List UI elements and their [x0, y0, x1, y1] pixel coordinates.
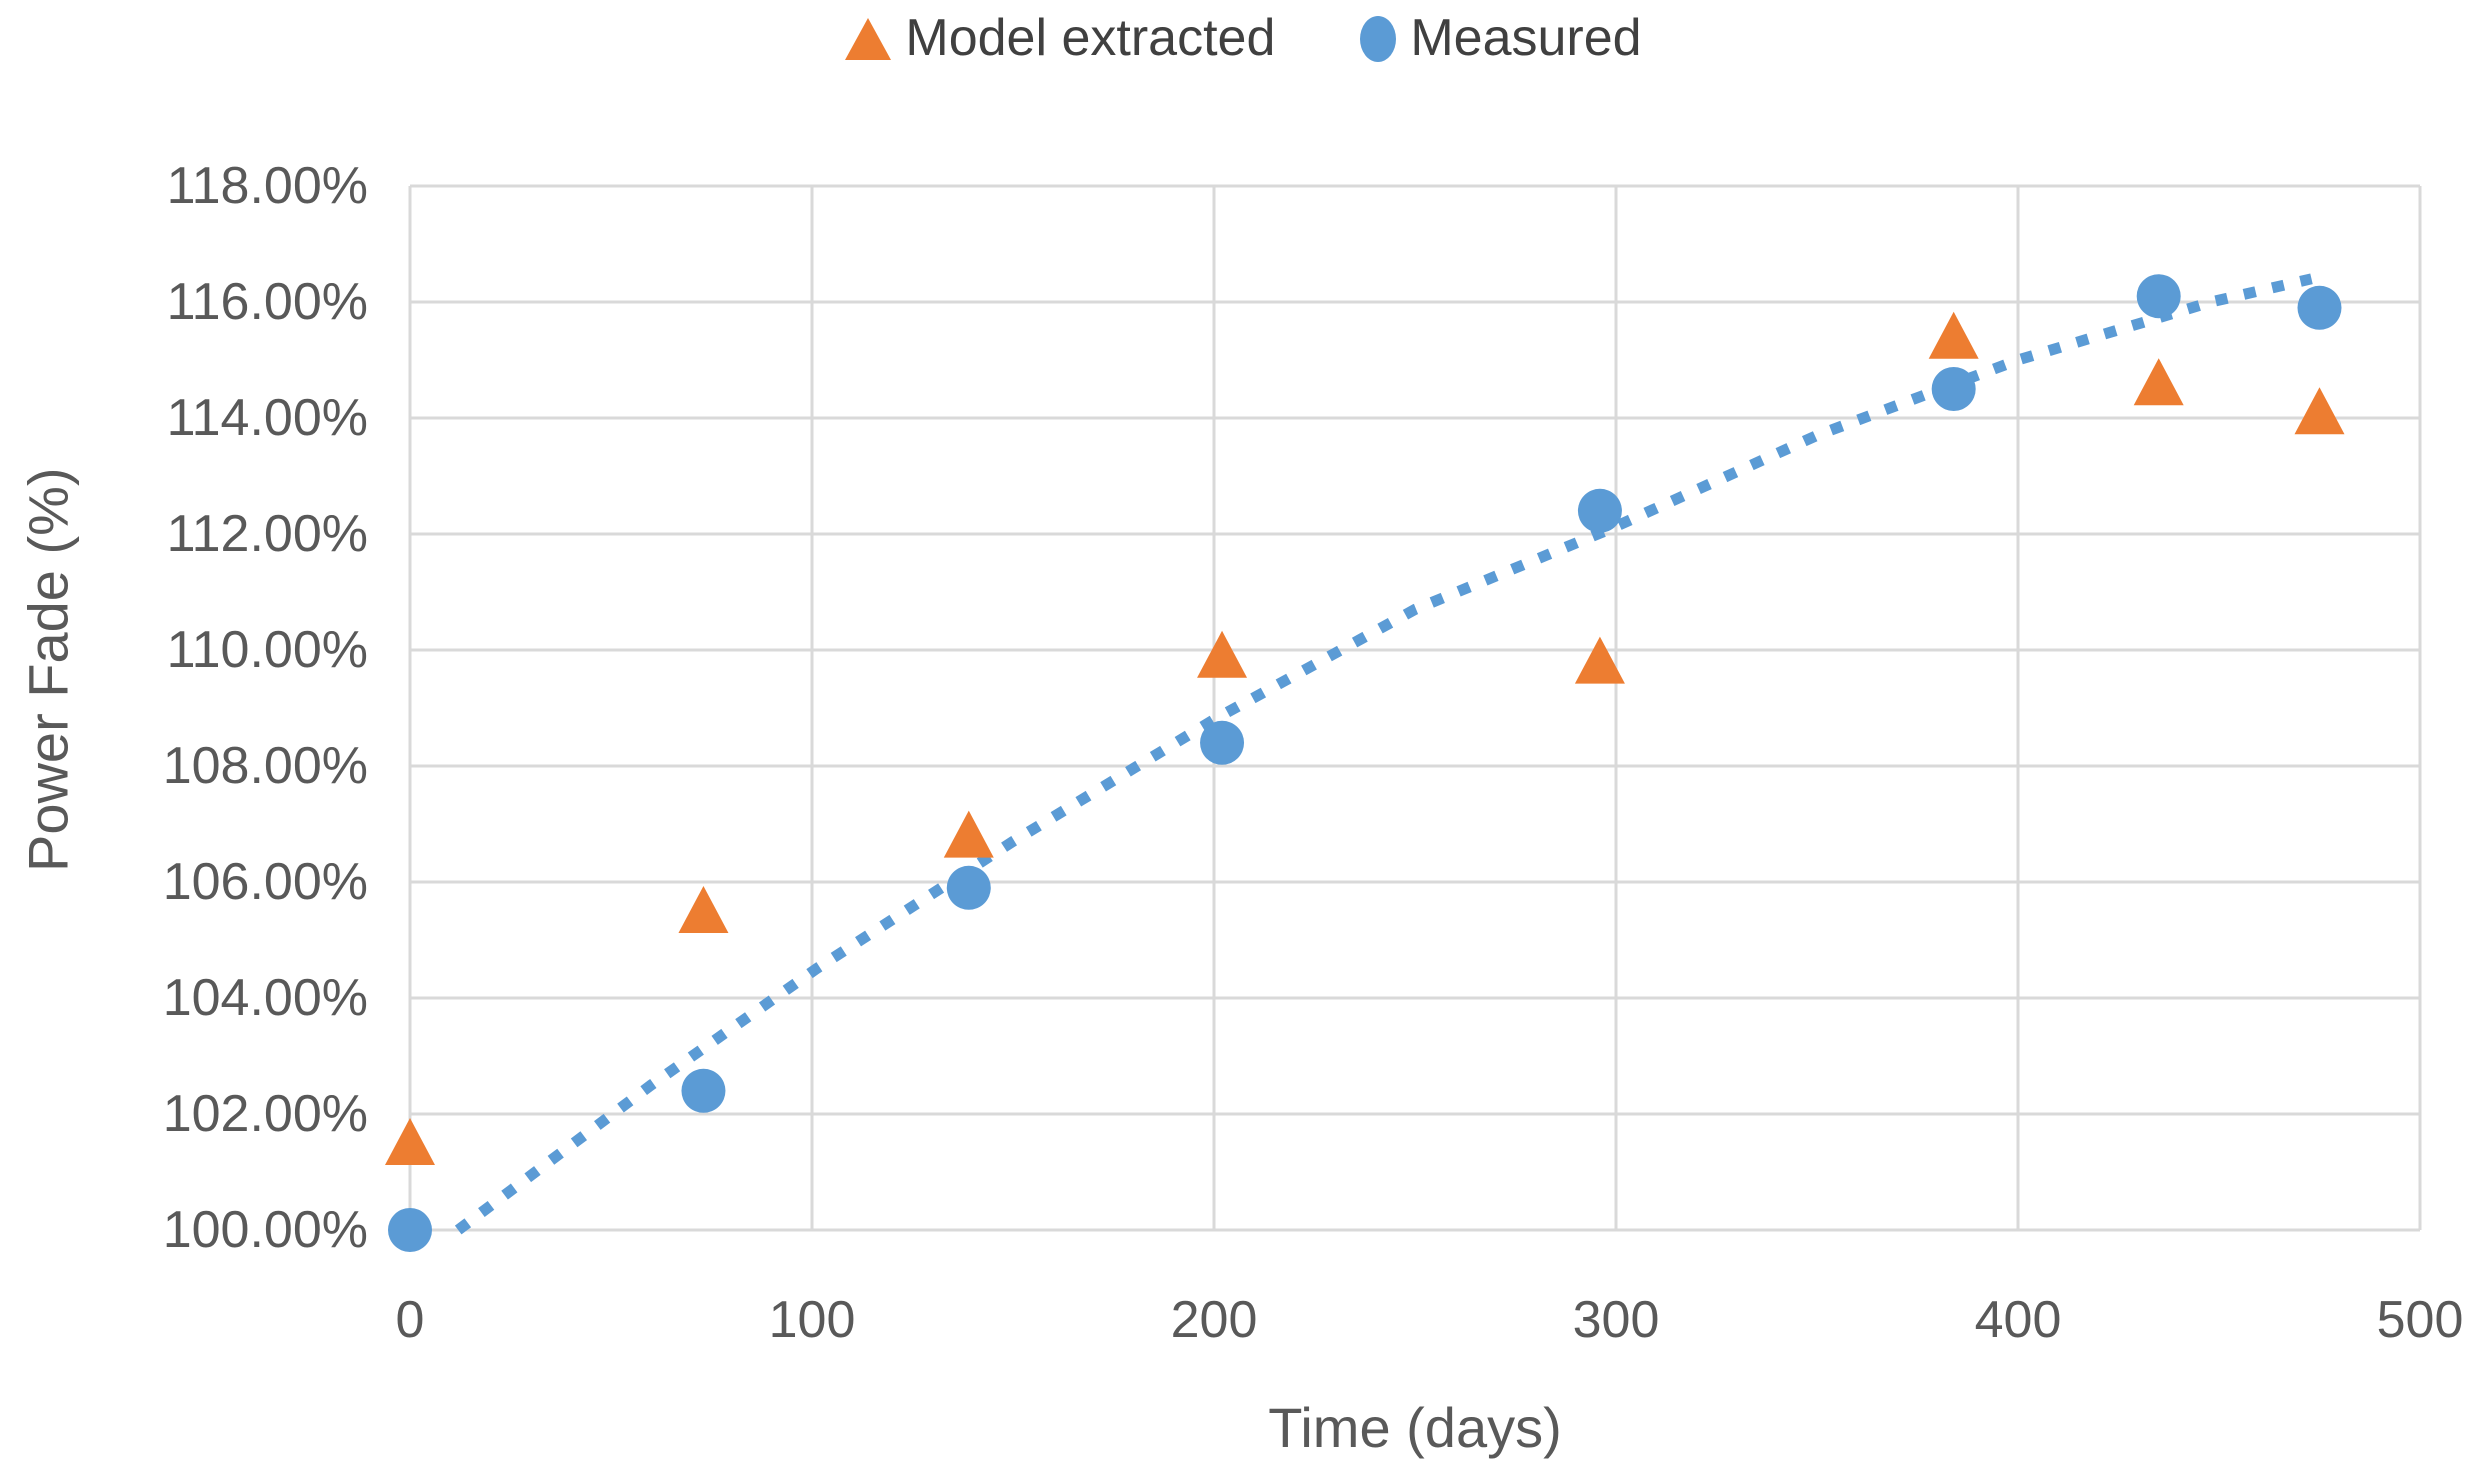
data-point-model-extracted	[2133, 358, 2184, 406]
legend-label-measured: Measured	[1410, 9, 1642, 67]
data-point-model-extracted	[943, 810, 994, 858]
y-tick-label: 114.00%	[166, 389, 368, 447]
y-tick-label: 112.00%	[166, 505, 368, 563]
triangle-marker-icon	[845, 17, 892, 60]
legend-label-model-extracted: Model extracted	[905, 9, 1276, 67]
data-point-model-extracted	[1574, 636, 1625, 684]
x-tick-label: 0	[395, 1291, 425, 1349]
circle-marker-icon	[1360, 15, 1397, 62]
data-point-measured	[1200, 720, 1245, 765]
data-point-measured	[946, 865, 991, 910]
data-point-measured	[388, 1208, 432, 1252]
data-point-measured	[2297, 285, 2342, 330]
legend-item-model-extracted: Model extracted	[845, 9, 1276, 67]
data-point-measured	[681, 1068, 726, 1113]
y-tick-label: 104.00%	[162, 969, 368, 1027]
x-tick-label: 400	[1974, 1291, 2062, 1349]
data-point-measured	[1577, 488, 1622, 533]
y-tick-label: 106.00%	[162, 853, 368, 911]
data-point-measured	[2136, 274, 2181, 319]
legend-item-measured: Measured	[1360, 9, 1642, 67]
x-tick-label: 500	[2376, 1291, 2464, 1349]
data-point-model-extracted	[2294, 387, 2345, 435]
x-tick-label: 200	[1170, 1291, 1258, 1349]
x-tick-label: 100	[768, 1291, 856, 1349]
legend: Model extracted Measured	[0, 9, 2487, 67]
data-point-model-extracted	[385, 1118, 435, 1165]
data-point-model-extracted	[1197, 630, 1248, 678]
y-tick-label: 118.00%	[166, 157, 368, 215]
trendline-dotted	[454, 273, 2313, 1235]
x-tick-label: 300	[1572, 1291, 1660, 1349]
x-axis-title: Time (days)	[1268, 1396, 1562, 1459]
y-tick-label: 102.00%	[162, 1085, 368, 1143]
y-tick-label: 100.00%	[162, 1201, 368, 1259]
y-tick-label: 110.00%	[166, 621, 368, 679]
y-tick-label: 108.00%	[162, 737, 368, 795]
data-point-model-extracted	[678, 886, 729, 933]
y-tick-label: 116.00%	[166, 273, 368, 331]
data-point-model-extracted	[1928, 311, 1979, 359]
data-point-measured	[1931, 367, 1976, 411]
